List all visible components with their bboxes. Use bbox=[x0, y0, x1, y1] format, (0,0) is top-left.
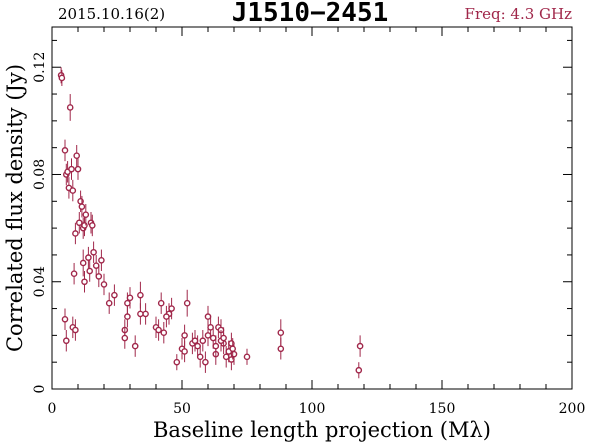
data-point bbox=[61, 147, 69, 154]
data-point bbox=[157, 299, 165, 307]
data-point bbox=[105, 299, 113, 307]
x-tick-label: 200 bbox=[559, 401, 586, 417]
data-point bbox=[142, 310, 149, 318]
data-point bbox=[68, 165, 75, 173]
data-point bbox=[229, 345, 236, 353]
data-point bbox=[356, 342, 364, 350]
data-point bbox=[79, 259, 87, 267]
data-point bbox=[228, 356, 235, 363]
data-point bbox=[137, 291, 144, 299]
data-point bbox=[196, 353, 204, 361]
data-point bbox=[212, 342, 220, 350]
data-point bbox=[73, 152, 80, 160]
data-point bbox=[209, 334, 217, 342]
axis-ticks bbox=[51, 27, 573, 390]
data-point bbox=[199, 337, 207, 345]
data-points bbox=[57, 67, 364, 379]
data-point bbox=[72, 326, 79, 334]
data-point bbox=[207, 324, 214, 331]
data-point bbox=[173, 358, 181, 366]
data-point bbox=[90, 248, 97, 256]
data-point bbox=[92, 262, 100, 269]
data-point bbox=[277, 345, 285, 353]
y-tick-labels: 0 0.04 0.08 0.12 bbox=[32, 52, 48, 394]
data-point bbox=[111, 291, 118, 299]
data-point bbox=[85, 254, 92, 261]
y-axis-label: Correlated flux density (Jy) bbox=[3, 64, 27, 352]
data-point bbox=[230, 350, 238, 358]
data-point bbox=[77, 197, 84, 205]
data-point bbox=[76, 219, 83, 227]
x-tick-label: 150 bbox=[429, 401, 456, 417]
data-point bbox=[204, 313, 212, 320]
frequency-label: Freq: 4.3 GHz bbox=[465, 5, 573, 23]
data-point bbox=[163, 313, 170, 320]
data-point bbox=[124, 299, 131, 307]
x-tick-label: 50 bbox=[173, 401, 191, 417]
data-point bbox=[72, 230, 79, 237]
data-point bbox=[81, 278, 88, 286]
x-tick-labels: 0 50 100 150 200 bbox=[48, 401, 586, 417]
data-point bbox=[222, 353, 230, 361]
data-point bbox=[131, 342, 139, 350]
data-point bbox=[95, 273, 103, 280]
y-tick-label: 0.08 bbox=[32, 159, 48, 190]
y-tick-label: 0.12 bbox=[32, 52, 48, 83]
data-point bbox=[277, 329, 285, 336]
data-point bbox=[243, 353, 251, 361]
data-point bbox=[89, 222, 96, 229]
data-point bbox=[78, 203, 86, 210]
data-point bbox=[202, 358, 209, 366]
data-point bbox=[204, 332, 212, 339]
data-point bbox=[181, 348, 188, 355]
data-point bbox=[63, 337, 70, 345]
y-tick-label: 0.04 bbox=[32, 266, 48, 297]
data-point bbox=[69, 187, 77, 194]
data-point bbox=[160, 329, 168, 336]
data-point bbox=[70, 270, 78, 277]
data-point bbox=[194, 342, 201, 350]
data-point bbox=[82, 211, 90, 219]
data-point bbox=[181, 332, 188, 339]
x-axis-label: Baseline length projection (Mλ) bbox=[153, 418, 491, 442]
x-tick-label: 0 bbox=[48, 401, 57, 417]
data-point bbox=[61, 315, 69, 323]
y-tick-label: 0 bbox=[32, 385, 48, 394]
data-point bbox=[183, 299, 191, 307]
data-point bbox=[58, 74, 66, 82]
chart-title: J1510−2451 bbox=[232, 0, 389, 28]
data-point bbox=[86, 267, 93, 275]
data-point bbox=[100, 281, 108, 288]
data-point bbox=[155, 326, 162, 334]
data-point bbox=[74, 165, 82, 173]
plot-frame bbox=[51, 26, 573, 390]
data-point bbox=[228, 340, 235, 347]
data-point bbox=[98, 256, 105, 264]
data-point bbox=[137, 310, 144, 318]
data-point bbox=[168, 305, 175, 312]
data-point bbox=[191, 337, 199, 345]
data-point bbox=[66, 104, 74, 111]
data-point bbox=[81, 222, 88, 229]
data-point bbox=[126, 294, 134, 302]
data-point bbox=[355, 366, 363, 374]
data-point bbox=[220, 334, 227, 342]
data-point bbox=[121, 334, 129, 342]
data-point bbox=[124, 313, 131, 320]
observation-date: 2015.10.16(2) bbox=[58, 5, 165, 23]
x-tick-label: 100 bbox=[299, 401, 326, 417]
